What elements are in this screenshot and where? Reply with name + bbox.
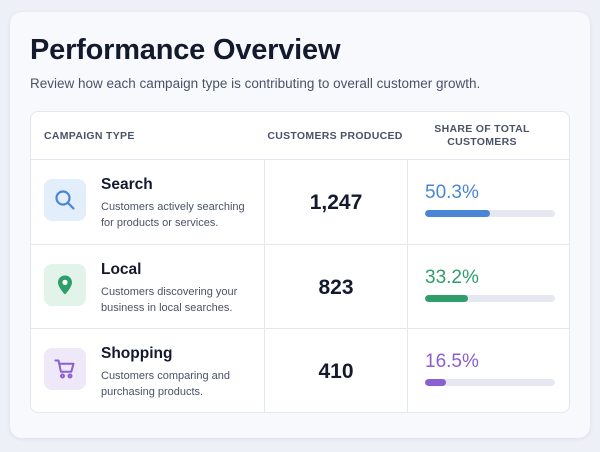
map-pin-icon	[58, 275, 72, 295]
share-percent: 50.3%	[425, 182, 479, 203]
share-bar-track	[425, 295, 555, 302]
column-header-share-of-total: SHARE OF TOTAL CUSTOMERS	[434, 123, 530, 148]
shopping-cart-icon-tile	[44, 348, 86, 390]
campaign-description: Customers actively searching for product…	[101, 201, 245, 229]
table-header: CAMPAIGN TYPE CUSTOMERS PRODUCED SHARE O…	[31, 112, 569, 160]
page-subtitle: Review how each campaign type is contrib…	[30, 76, 481, 91]
campaign-name: Search	[101, 176, 153, 193]
campaign-description: Customers discovering your business in l…	[101, 286, 238, 314]
share-bar-fill	[425, 210, 491, 217]
share-bar-fill	[425, 295, 469, 302]
customers-count: 1,247	[309, 190, 363, 214]
column-divider	[407, 160, 408, 412]
share-percent: 16.5%	[425, 351, 479, 372]
table-row-local: Local Customers discovering your busines…	[31, 244, 569, 329]
campaign-name: Local	[101, 261, 142, 278]
column-divider	[264, 160, 265, 412]
customers-count: 410	[318, 359, 354, 383]
search-icon	[55, 190, 75, 210]
page-title: Performance Overview	[30, 34, 341, 66]
search-icon-tile	[44, 179, 86, 221]
share-percent: 33.2%	[425, 267, 479, 288]
campaign-description: Customers comparing and purchasing produ…	[101, 370, 231, 398]
customers-count: 823	[318, 275, 354, 299]
campaign-table: CAMPAIGN TYPE CUSTOMERS PRODUCED SHARE O…	[30, 111, 570, 413]
share-bar-track	[425, 210, 555, 217]
table-row-search: Search Customers actively searching for …	[31, 160, 569, 245]
map-pin-icon-tile	[44, 264, 86, 306]
performance-overview-card: Performance Overview Review how each cam…	[10, 12, 590, 438]
shopping-cart-icon	[54, 359, 75, 379]
table-row-shopping: Shopping Customers comparing and purchas…	[31, 328, 569, 412]
column-header-customers-produced: CUSTOMERS PRODUCED	[267, 129, 403, 142]
share-bar-track	[425, 379, 555, 386]
campaign-name: Shopping	[101, 345, 173, 362]
column-header-campaign-type: CAMPAIGN TYPE	[44, 129, 135, 142]
share-bar-fill	[425, 379, 447, 386]
